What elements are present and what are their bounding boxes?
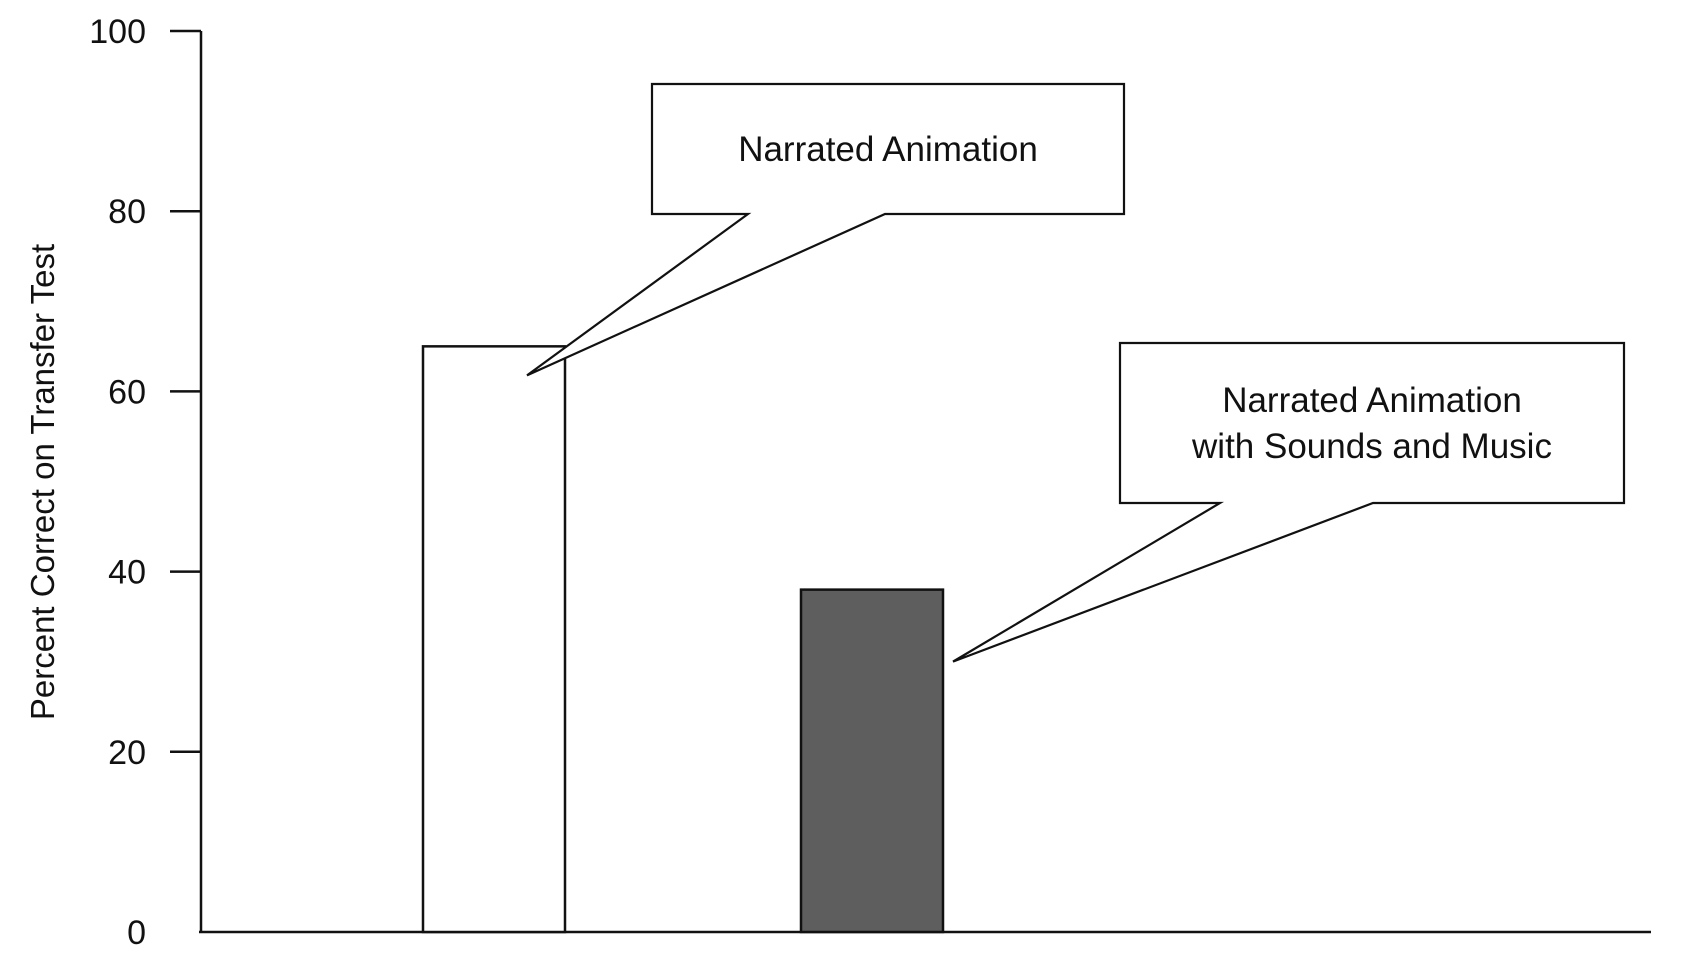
y-tick-label: 100 xyxy=(89,13,146,51)
callouts: Narrated Animation Narrated Animation with… xyxy=(526,82,1626,663)
y-tick-label: 0 xyxy=(127,914,146,952)
callout-1-text: Narrated Animation xyxy=(738,130,1038,169)
callout-2-box xyxy=(952,341,1626,663)
callout-1-box xyxy=(526,82,1126,377)
y-tick-label: 60 xyxy=(108,373,146,411)
bar-2 xyxy=(799,588,945,934)
y-tick-label: 40 xyxy=(108,554,146,592)
bars xyxy=(421,345,945,934)
callout-2-text: Narrated Animation xyxy=(1222,381,1522,420)
callout-2-text: with Sounds and Music xyxy=(1191,427,1552,466)
y-tick-label: 80 xyxy=(108,193,146,231)
bar-1 xyxy=(421,345,567,934)
y-axis-title: Percent Correct on Transfer Test xyxy=(24,244,61,720)
y-tick-label: 20 xyxy=(108,734,146,772)
y-ticks: 0 20 40 60 80 100 xyxy=(89,13,201,952)
